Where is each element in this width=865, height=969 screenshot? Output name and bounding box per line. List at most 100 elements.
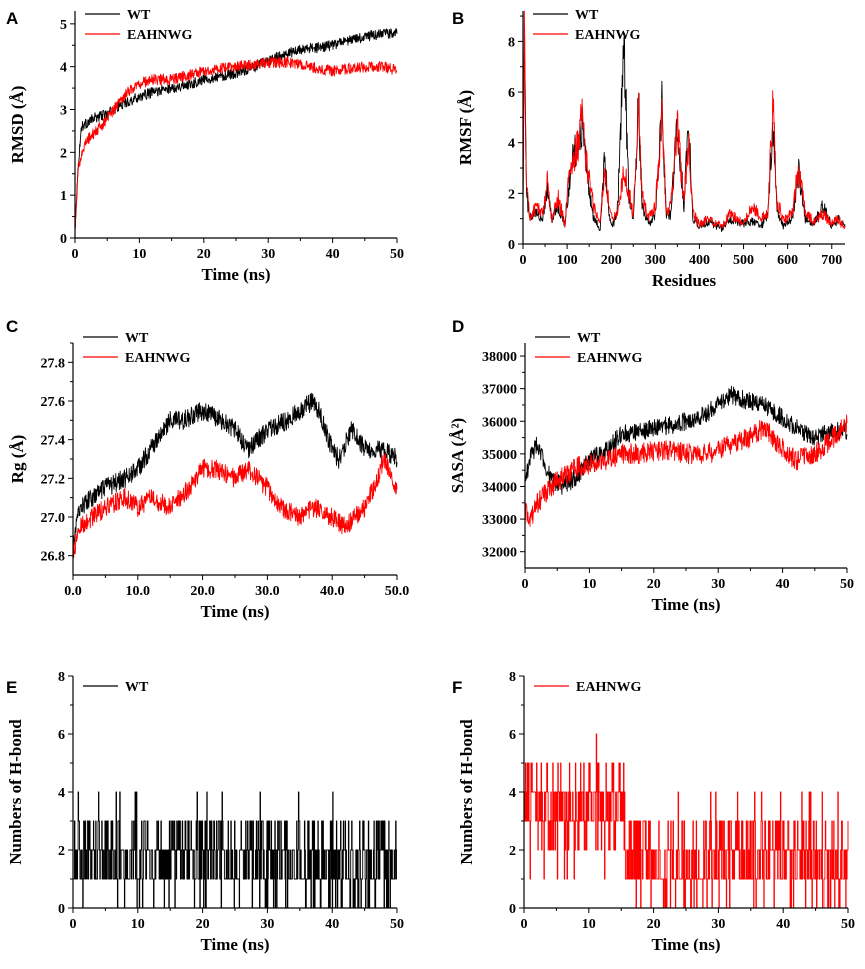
x-tick-label: 20 [647,577,661,592]
y-axis-title: Rg (Å) [8,435,27,484]
x-tick-label: 40 [776,917,790,932]
panel-letter: C [6,317,18,336]
y-tick-label: 2 [508,187,515,202]
y-tick-label: 0 [508,238,515,253]
panel-letter: B [452,9,464,28]
series-line-eahnwg [74,56,398,230]
panel-d: D 0 10 20 30 40 50 32000 33000 34000 35000 36000 370… [448,317,854,614]
panel-letter: E [6,678,17,697]
legend-label-eahnwg: EAHNWG [576,680,641,695]
x-tick-label: 10 [582,577,596,592]
x-tick-label: 50.0 [385,584,410,599]
x-tick-label: 300 [645,253,666,268]
y-tick-label: 27.0 [41,511,66,526]
legend-label-eahnwg: EAHNWG [577,351,642,366]
y-tick-label: 8 [509,670,516,685]
x-axis-title: Time (ns) [651,595,720,614]
x-tick-label: 0 [521,917,528,932]
legend-label-wt: WT [125,680,149,695]
x-tick-label: 20 [197,247,211,262]
x-tick-label: 30 [711,577,725,592]
legend-label-wt: WT [577,331,601,346]
series-line-wt [522,36,846,233]
x-tick-label: 0 [70,917,77,932]
x-tick-label: 100 [557,253,578,268]
x-tick-label: 30 [260,917,274,932]
x-tick-label: 50 [840,577,854,592]
y-tick-label: 0 [58,902,65,917]
legend-label-wt: WT [575,8,599,23]
series-line-eahnwg [522,10,846,230]
panel-letter: A [6,9,18,28]
series-line-eahnwg [72,453,398,559]
y-tick-label: 6 [58,728,65,743]
x-tick-label: 40 [326,247,340,262]
y-axis-title: RMSD (Å) [8,86,27,164]
x-tick-label: 200 [601,253,622,268]
y-axis-title: RMSF (Å) [456,90,475,165]
y-tick-label: 27.8 [41,356,66,371]
y-tick-label: 8 [508,35,515,50]
series-line-eahnwg [524,414,848,527]
x-tick-label: 0.0 [64,584,82,599]
y-tick-label: 2 [509,844,516,859]
y-tick-label: 6 [508,86,515,101]
panel-a: A 0 10 20 30 40 50 0 1 2 3 4 5 Time (ns) RMSD (Å) WT EAH… [6,8,404,284]
x-tick-label: 30 [711,917,725,932]
series-line-eahnwg [524,733,849,909]
x-tick-label: 50 [390,247,404,262]
y-tick-label: 38000 [482,350,517,365]
x-tick-label: 40 [776,577,790,592]
x-tick-label: 0 [520,253,527,268]
series-line-wt [73,791,397,909]
y-tick-label: 8 [58,670,65,685]
y-axis-title: SASA (Å²) [448,418,467,493]
y-tick-label: 2 [58,844,65,859]
y-tick-label: 4 [508,137,515,152]
x-tick-label: 50 [841,917,855,932]
y-tick-label: 34000 [482,480,517,495]
y-tick-label: 1 [60,189,67,204]
x-tick-label: 400 [689,253,710,268]
series-line-wt [72,392,398,547]
x-axis-title: Time (ns) [651,935,720,954]
legend-label-wt: WT [127,8,151,23]
y-tick-label: 32000 [482,546,517,561]
y-tick-label: 27.6 [41,395,66,410]
y-tick-label: 6 [509,728,516,743]
series-line-wt [74,28,398,230]
x-axis-title: Time (ns) [200,935,269,954]
x-tick-label: 20 [196,917,210,932]
y-tick-label: 35000 [482,448,517,463]
legend-label-eahnwg: EAHNWG [125,351,190,366]
series-line-wt [524,385,848,495]
legend-label-eahnwg: EAHNWG [575,28,640,43]
y-tick-label: 3 [60,104,67,119]
x-tick-label: 30.0 [255,584,280,599]
panel-c: C 0.0 10.0 20.0 30.0 40.0 50.0 26.8 27.0 27.2 27.4… [6,317,409,621]
panel-f: F 0 10 20 30 40 50 0 2 4 6 8 Time (ns) Numbers of H-b… [452,670,855,954]
x-tick-label: 600 [777,253,798,268]
y-tick-label: 27.4 [41,434,66,449]
panel-b: B 0 100 200 300 400 500 600 700 0 2 4 6 8 Residues RMSF… [452,8,846,290]
x-tick-label: 20 [647,917,661,932]
x-tick-label: 10.0 [126,584,151,599]
y-tick-label: 5 [60,18,67,33]
x-tick-label: 0 [522,577,529,592]
y-tick-label: 4 [509,786,516,801]
x-tick-label: 30 [261,247,275,262]
x-axis-title: Residues [652,271,717,290]
y-tick-label: 33000 [482,513,517,528]
legend-label-wt: WT [125,331,149,346]
x-tick-label: 0 [72,247,79,262]
legend-label-eahnwg: EAHNWG [127,28,192,43]
panel-letter: F [452,678,462,697]
panel-letter: D [452,317,464,336]
panel-e: E 0 10 20 30 40 50 0 2 4 6 8 Time (ns) Numbers of H-b… [6,670,404,954]
y-tick-label: 37000 [482,383,517,398]
y-axis-title: Numbers of H-bond [6,719,25,865]
x-tick-label: 10 [582,917,596,932]
y-tick-label: 0 [60,232,67,247]
y-axis-title: Numbers of H-bond [457,719,476,865]
